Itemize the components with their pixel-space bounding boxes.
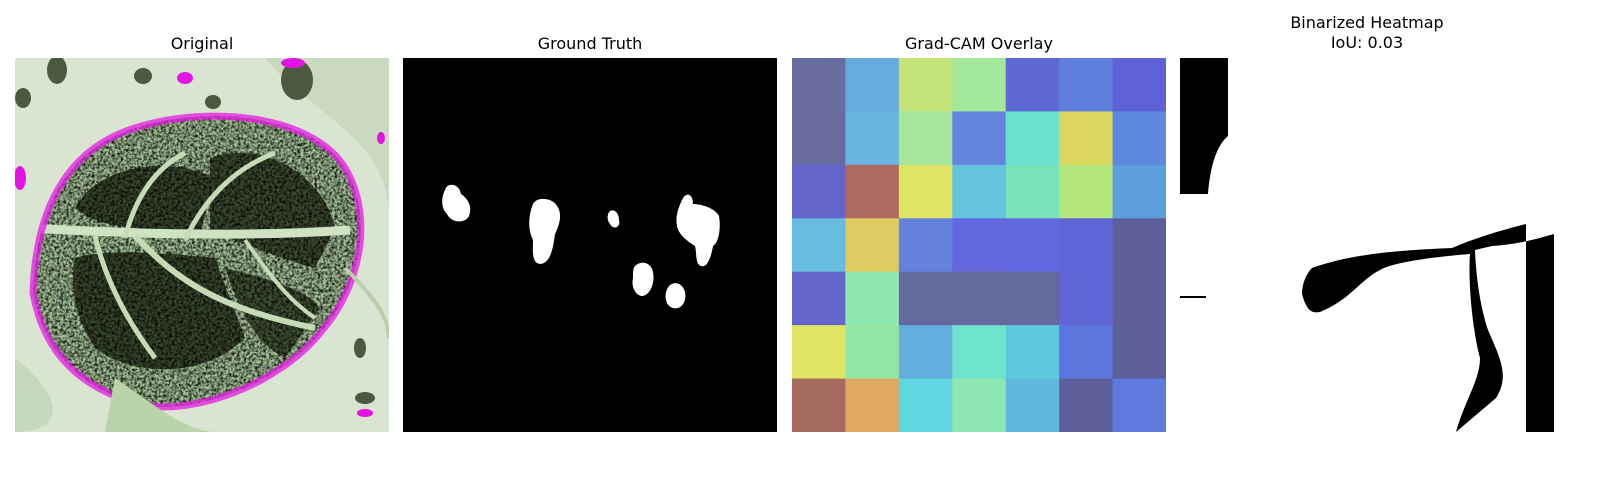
gradcam-cell — [792, 218, 847, 273]
binarized-region-band — [1302, 224, 1554, 432]
binarized-heatmap — [1180, 58, 1554, 432]
gradcam-cell — [1059, 218, 1114, 273]
ground-truth-mask — [403, 58, 777, 432]
gradcam-overlay-title: Grad-CAM Overlay — [905, 34, 1053, 53]
gradcam-cell — [1005, 218, 1060, 273]
gradcam-cell — [1059, 271, 1114, 326]
gradcam-cell — [792, 58, 847, 113]
gradcam-cell — [1059, 111, 1114, 166]
original-leaf-image — [15, 58, 389, 432]
gradcam-cell — [845, 218, 900, 273]
gradcam-cell — [845, 111, 900, 166]
gradcam-cell — [952, 325, 1007, 380]
gradcam-cell — [952, 164, 1007, 219]
binarized-region-top-left — [1180, 58, 1228, 194]
gradcam-cell — [1112, 58, 1166, 113]
gradcam-cell — [952, 271, 1007, 326]
gradcam-cell — [1005, 378, 1060, 432]
lesion-blob — [632, 262, 654, 296]
gradcam-cell — [1059, 164, 1114, 219]
binarized-heatmap-image — [1180, 58, 1554, 432]
mask-background — [403, 58, 777, 432]
gradcam-cell — [845, 164, 900, 219]
gradcam-cell — [1059, 325, 1114, 380]
gradcam-cell — [1005, 58, 1060, 113]
gradcam-cell — [952, 218, 1007, 273]
gradcam-heatmap — [792, 58, 1166, 432]
gradcam-cell — [1005, 111, 1060, 166]
gradcam-cell — [898, 58, 953, 113]
iou-label: IoU: 0.03 — [1330, 33, 1404, 52]
lesion-blob — [676, 194, 720, 267]
gradcam-cell — [1005, 271, 1060, 326]
gradcam-cell — [1005, 325, 1060, 380]
gradcam-cell — [792, 378, 847, 432]
gradcam-cell — [845, 378, 900, 432]
lesion-blobs — [442, 184, 720, 309]
binarized-stroke-left — [1180, 296, 1206, 298]
gradcam-cell — [1112, 378, 1166, 432]
gradcam-cell — [1005, 164, 1060, 219]
gradcam-cell — [1112, 164, 1166, 219]
gradcam-cell — [952, 58, 1007, 113]
lesion-blob — [607, 210, 620, 228]
gradcam-cell — [898, 111, 953, 166]
gradcam-cell — [792, 164, 847, 219]
gradcam-cell — [1112, 271, 1166, 326]
gradcam-cell — [952, 111, 1007, 166]
gradcam-cell — [898, 218, 953, 273]
gradcam-cell — [1112, 111, 1166, 166]
gradcam-cell — [792, 325, 847, 380]
original-title: Original — [170, 34, 234, 53]
gradcam-cell — [792, 111, 847, 166]
gradcam-cell — [898, 271, 953, 326]
gradcam-cell — [845, 325, 900, 380]
gradcam-overlay — [792, 58, 1166, 432]
gradcam-cell — [898, 325, 953, 380]
lesion-blob — [665, 283, 686, 309]
binarized-heatmap-title: Binarized Heatmap IoU: 0.03 — [1180, 13, 1554, 53]
binarized-heatmap-title-text: Binarized Heatmap — [1290, 13, 1444, 32]
gradcam-cell — [792, 271, 847, 326]
gradcam-cell — [1112, 218, 1166, 273]
gradcam-cell — [898, 164, 953, 219]
gradcam-cell — [1112, 325, 1166, 380]
original-image — [15, 58, 389, 432]
gradcam-cell — [845, 271, 900, 326]
gradcam-cell — [845, 58, 900, 113]
ground-truth-title: Ground Truth — [537, 34, 643, 53]
gradcam-cell — [898, 378, 953, 432]
lesion-blob — [442, 184, 471, 222]
gradcam-cell — [952, 378, 1007, 432]
lesion-blob — [529, 198, 561, 264]
ground-truth-mask-image — [403, 58, 777, 432]
gradcam-cell — [1059, 58, 1114, 113]
gradcam-cell — [1059, 378, 1114, 432]
